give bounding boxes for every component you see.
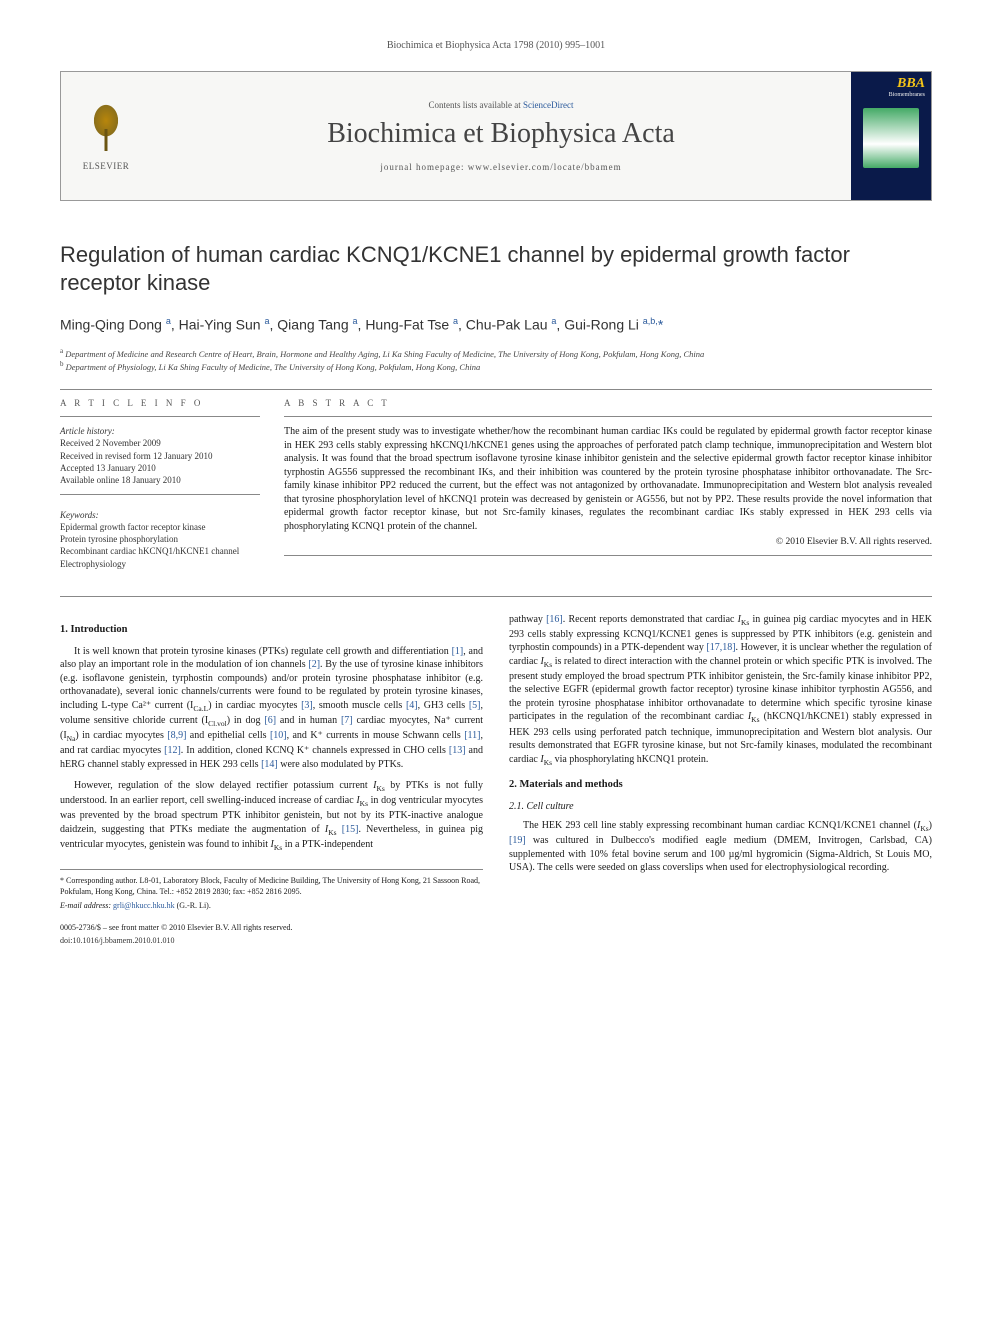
contents-available-line: Contents lists available at ScienceDirec… xyxy=(429,100,574,110)
elsevier-tree-icon xyxy=(78,101,134,157)
masthead-center: Contents lists available at ScienceDirec… xyxy=(151,72,851,200)
journal-masthead: ELSEVIER Contents lists available at Sci… xyxy=(60,71,932,201)
history-revised: Received in revised form 12 January 2010 xyxy=(60,450,260,462)
divider xyxy=(60,596,932,597)
intro-paragraph-continued: pathway [16]. Recent reports demonstrate… xyxy=(509,613,932,768)
methods-paragraph: The HEK 293 cell line stably expressing … xyxy=(509,819,932,875)
keywords-block: Keywords: Epidermal growth factor recept… xyxy=(60,509,260,570)
cover-sub-label: Biomembranes xyxy=(889,92,925,98)
history-label: Article history: xyxy=(60,425,260,437)
divider xyxy=(60,494,260,495)
divider xyxy=(60,416,260,417)
affiliation-b: b Department of Physiology, Li Ka Shing … xyxy=(60,360,932,373)
article-info-column: A R T I C L E I N F O Article history: R… xyxy=(60,398,260,569)
front-matter-line: 0005-2736/$ – see front matter © 2010 El… xyxy=(60,923,483,934)
keyword: Epidermal growth factor receptor kinase xyxy=(60,521,260,533)
article-history: Article history: Received 2 November 200… xyxy=(60,425,260,486)
keyword: Electrophysiology xyxy=(60,558,260,570)
homepage-label: journal homepage: xyxy=(380,162,467,172)
author-list: Ming-Qing Dong a, Hai-Ying Sun a, Qiang … xyxy=(60,316,932,333)
publisher-name: ELSEVIER xyxy=(83,161,130,171)
keyword: Protein tyrosine phosphorylation xyxy=(60,533,260,545)
email-label: E-mail address: xyxy=(60,901,113,910)
email-suffix: (G.-R. Li). xyxy=(175,901,211,910)
abstract-text: The aim of the present study was to inve… xyxy=(284,425,932,533)
cover-image-icon xyxy=(863,108,919,168)
journal-name: Biochimica et Biophysica Acta xyxy=(327,118,675,150)
section-heading-methods: 2. Materials and methods xyxy=(509,778,932,792)
cover-bba-label: BBA xyxy=(897,76,925,92)
affiliations: a Department of Medicine and Research Ce… xyxy=(60,347,932,374)
section-heading-intro: 1. Introduction xyxy=(60,623,483,637)
article-title: Regulation of human cardiac KCNQ1/KCNE1 … xyxy=(60,241,932,296)
history-accepted: Accepted 13 January 2010 xyxy=(60,462,260,474)
doi-line: doi:10.1016/j.bbamem.2010.01.010 xyxy=(60,936,483,947)
info-abstract-row: A R T I C L E I N F O Article history: R… xyxy=(60,398,932,569)
abstract-heading: A B S T R A C T xyxy=(284,398,932,408)
article-body: 1. Introduction It is well known that pr… xyxy=(60,613,932,948)
homepage-url[interactable]: www.elsevier.com/locate/bbamem xyxy=(468,162,622,172)
sciencedirect-link[interactable]: ScienceDirect xyxy=(523,100,573,110)
publisher-logo: ELSEVIER xyxy=(61,72,151,200)
abstract-copyright: © 2010 Elsevier B.V. All rights reserved… xyxy=(284,537,932,547)
corresponding-author-note: * Corresponding author. L8-01, Laborator… xyxy=(60,876,483,898)
contents-prefix: Contents lists available at xyxy=(429,100,523,110)
divider xyxy=(284,555,932,556)
keywords-label: Keywords: xyxy=(60,509,260,521)
journal-homepage: journal homepage: www.elsevier.com/locat… xyxy=(380,162,621,172)
email-line: E-mail address: grli@hkucc.hku.hk (G.-R.… xyxy=(60,901,483,912)
history-received: Received 2 November 2009 xyxy=(60,437,260,449)
running-header: Biochimica et Biophysica Acta 1798 (2010… xyxy=(60,40,932,51)
divider xyxy=(284,416,932,417)
affiliation-a: a Department of Medicine and Research Ce… xyxy=(60,347,932,360)
corresponding-email-link[interactable]: grli@hkucc.hku.hk xyxy=(113,901,175,910)
footnote-block: * Corresponding author. L8-01, Laborator… xyxy=(60,869,483,947)
intro-paragraph: It is well known that protein tyrosine k… xyxy=(60,645,483,771)
article-info-heading: A R T I C L E I N F O xyxy=(60,398,260,408)
abstract-column: A B S T R A C T The aim of the present s… xyxy=(284,398,932,569)
keyword: Recombinant cardiac hKCNQ1/hKCNE1 channe… xyxy=(60,545,260,557)
subsection-heading-cell: 2.1. Cell culture xyxy=(509,800,932,814)
divider xyxy=(60,389,932,390)
history-online: Available online 18 January 2010 xyxy=(60,474,260,486)
intro-paragraph: However, regulation of the slow delayed … xyxy=(60,779,483,853)
journal-cover-thumb: BBA Biomembranes xyxy=(851,72,931,200)
